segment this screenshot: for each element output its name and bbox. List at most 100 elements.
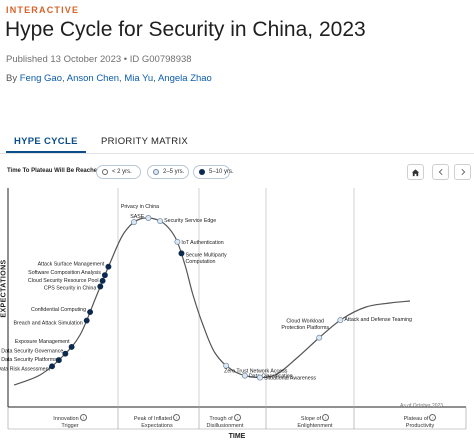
chevron-left-icon [438, 168, 443, 176]
phase-innovation-trigger: Innovation i Trigger [40, 414, 100, 430]
filter-label: < 2 yrs. [112, 169, 132, 175]
technology-label[interactable]: Cloud Security Resource Pool [28, 278, 99, 284]
technology-marker[interactable] [83, 317, 90, 324]
info-icon[interactable]: i [322, 414, 330, 421]
technology-marker[interactable] [257, 374, 263, 381]
technology-marker[interactable] [105, 263, 112, 270]
technology-label[interactable]: Cloud Workload Protection Platforms [281, 319, 329, 332]
phase-label: Trough of [209, 416, 233, 422]
hype-cycle-chart: Data Risk Assessment Data Security Platfo… [0, 185, 474, 447]
technology-label[interactable]: Exposure Management [15, 339, 70, 345]
plateau-filter-label: Time To Plateau Will Be Reached: [7, 168, 103, 174]
x-axis-label: TIME [228, 433, 246, 440]
phase-slope: Slope of i Enlightenment [280, 414, 350, 430]
technology-label[interactable]: Privacy in China [121, 204, 159, 210]
plateau-filter-bar: Time To Plateau Will Be Reached: < 2 yrs… [0, 162, 474, 184]
technology-marker[interactable] [49, 363, 56, 370]
technology-label[interactable]: Data Classification [249, 374, 293, 380]
open-circle-icon [102, 169, 108, 175]
info-icon[interactable]: i [79, 414, 87, 421]
technology-marker[interactable] [157, 218, 164, 225]
technology-label[interactable]: Breach and Attack Simulation [14, 321, 83, 327]
technology-marker[interactable] [87, 309, 94, 315]
phase-label: Productivity [405, 423, 435, 429]
technology-marker[interactable] [241, 372, 248, 379]
phase-label: Enlightenment [297, 423, 333, 429]
technology-label[interactable]: Data Risk Assessment [0, 366, 51, 372]
author-link[interactable]: Mia Yu [124, 73, 154, 84]
tab-priority-matrix[interactable]: PRIORITY MATRIX [101, 136, 189, 147]
technology-marker[interactable] [178, 250, 185, 257]
y-axis-label: EXPECTATIONS [0, 259, 8, 318]
page-title: Hype Cycle for Security in China, 2023 [5, 18, 366, 41]
author-link[interactable]: Angela Zhao [157, 73, 212, 84]
technology-label[interactable]: Secure Multiparty Computation [185, 252, 227, 264]
phase-label: Trigger [61, 423, 79, 429]
eyebrow-label: INTERACTIVE [6, 5, 80, 15]
chevron-right-icon [460, 168, 465, 176]
technology-marker[interactable] [337, 317, 344, 324]
technology-label[interactable]: CPS Security in China [44, 285, 96, 291]
technology-label[interactable]: SASE [130, 214, 145, 220]
technology-marker[interactable] [62, 350, 69, 357]
phase-peak: Peak of Inflated i Expectations [122, 414, 192, 430]
info-icon[interactable]: i [233, 414, 241, 421]
next-button[interactable] [454, 164, 471, 180]
light-circle-icon [153, 169, 159, 175]
filter-2-5-years[interactable]: 2–5 yrs. [147, 165, 189, 179]
info-icon[interactable]: i [429, 414, 437, 421]
filter-5-10-years[interactable]: 5–10 yrs. [193, 165, 234, 179]
technology-marker[interactable] [131, 219, 137, 226]
by-label: By [6, 73, 18, 84]
technology-label[interactable]: Security Service Edge [164, 218, 216, 224]
active-tab-indicator [6, 151, 86, 153]
view-tabs: HYPE CYCLE PRIORITY MATRIX [0, 128, 474, 152]
document-id: ID G00798938 [129, 54, 192, 65]
technology-label[interactable]: Software Composition Analysis [28, 270, 101, 276]
dark-circle-icon [199, 169, 205, 175]
technology-label[interactable]: Attack and Defense Teaming [344, 317, 412, 323]
filter-under-2-years[interactable]: < 2 yrs. [96, 165, 141, 179]
info-icon[interactable]: i [173, 414, 181, 421]
author-link[interactable]: Anson Chen [66, 73, 120, 84]
technology-marker[interactable] [68, 344, 75, 350]
technology-label[interactable]: Data Security Governance [1, 349, 63, 355]
meta-separator: • [123, 54, 128, 65]
filter-label: 2–5 yrs. [163, 169, 185, 175]
phase-plateau: Plateau of i Productivity [380, 414, 460, 430]
phase-label: Peak of Inflated [133, 416, 173, 422]
home-icon [411, 169, 420, 177]
phase-label: Slope of [300, 416, 322, 422]
technology-marker[interactable] [99, 277, 106, 284]
technology-label[interactable]: Zero Trust Network Access [224, 369, 288, 375]
technology-marker[interactable] [223, 362, 230, 369]
phase-label: Plateau of [403, 416, 429, 422]
technology-marker[interactable] [316, 334, 323, 341]
filter-label: 5–10 yrs. [209, 169, 234, 175]
tabs-divider [0, 153, 474, 154]
technology-label[interactable]: Confidential Computing [31, 307, 86, 313]
technology-label[interactable]: IoT Authentication [181, 240, 223, 246]
hype-cycle-plot: Data Risk Assessment Data Security Platfo… [0, 188, 467, 430]
tab-hype-cycle[interactable]: HYPE CYCLE [14, 136, 78, 147]
home-button[interactable] [407, 164, 424, 180]
phase-label: Disillusionment [206, 423, 244, 429]
technology-label[interactable]: Attack Surface Management [38, 262, 105, 268]
phase-label: Innovation [53, 416, 79, 422]
phase-label: Expectations [141, 423, 173, 429]
technology-marker[interactable] [55, 357, 62, 364]
author-link[interactable]: Feng Gao [19, 73, 62, 84]
author-list: By Feng Gao, Anson Chen, Mia Yu, Angela … [6, 73, 212, 84]
technology-marker[interactable] [174, 238, 181, 245]
phase-trough: Trough of i Disillusionment [190, 414, 260, 430]
previous-button[interactable] [432, 164, 449, 180]
technology-marker[interactable] [97, 283, 104, 290]
technology-label[interactable]: Situational Awareness [264, 376, 316, 382]
as-of-note: As of October 2023 [400, 403, 444, 409]
technology-label[interactable]: Data Security Platforms [1, 357, 57, 363]
publication-meta: Published 13 October 2023 • ID G00798938 [6, 54, 192, 65]
technology-marker[interactable] [101, 272, 108, 279]
published-date: Published 13 October 2023 [6, 54, 122, 65]
hype-curve [13, 217, 411, 386]
technology-marker[interactable] [145, 215, 152, 221]
